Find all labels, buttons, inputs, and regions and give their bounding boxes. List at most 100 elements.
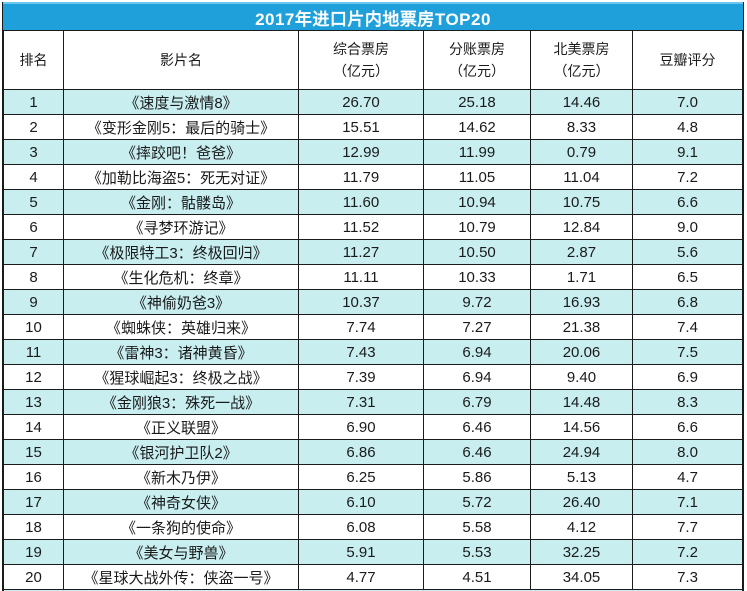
gross-cell: 11.11 (298, 264, 424, 290)
table-row: 10 《蜘蛛侠：英雄归来》 7.74 7.27 21.38 7.4 (3, 314, 743, 340)
na-gross-cell: 0.79 (530, 139, 633, 165)
rank-cell: 1 (3, 89, 64, 115)
gross-cell: 11.60 (298, 189, 424, 215)
table-row: 6 《寻梦环游记》 11.52 10.79 12.84 9.0 (3, 214, 743, 240)
table-row: 4 《加勒比海盗5：死无对证》 11.79 11.05 11.04 7.2 (3, 164, 743, 190)
douban-cell: 9.0 (632, 214, 743, 240)
table-title-bar: 2017年进口片内地票房TOP20 (3, 2, 743, 30)
split-cell: 5.72 (423, 489, 531, 515)
na-gross-cell: 10.75 (530, 189, 633, 215)
rank-cell: 6 (3, 214, 64, 240)
table-row: 11 《雷神3：诸神黄昏》 7.43 6.94 20.06 7.5 (3, 339, 743, 365)
rank-cell: 8 (3, 264, 64, 290)
column-header-douban: 豆瓣评分 (632, 30, 743, 90)
rank-cell: 5 (3, 189, 64, 215)
film-name-cell: 《极限特工3：终极回归》 (63, 239, 299, 265)
gross-cell: 6.08 (298, 514, 424, 540)
table-row: 16 《新木乃伊》 6.25 5.86 5.13 4.7 (3, 464, 743, 490)
rank-cell: 7 (3, 239, 64, 265)
douban-cell: 6.6 (632, 414, 743, 440)
gross-cell: 15.51 (298, 114, 424, 140)
gross-cell: 12.99 (298, 139, 424, 165)
douban-cell: 6.8 (632, 289, 743, 315)
film-name-cell: 《加勒比海盗5：死无对证》 (63, 164, 299, 190)
douban-cell: 4.7 (632, 464, 743, 490)
film-name-cell: 《生化危机：终章》 (63, 264, 299, 290)
rank-cell: 20 (3, 564, 64, 590)
na-gross-cell: 14.56 (530, 414, 633, 440)
table-row: 13 《金刚狼3：殊死一战》 7.31 6.79 14.48 8.3 (3, 389, 743, 415)
na-gross-cell: 11.04 (530, 164, 633, 190)
split-cell: 10.50 (423, 239, 531, 265)
rank-cell: 3 (3, 139, 64, 165)
split-cell: 6.46 (423, 414, 531, 440)
table-row: 14 《正义联盟》 6.90 6.46 14.56 6.6 (3, 414, 743, 440)
film-name-cell: 《星球大战外传：侠盗一号》 (63, 564, 299, 590)
split-cell: 4.51 (423, 564, 531, 590)
rank-cell: 15 (3, 439, 64, 465)
film-name-cell: 《变形金刚5：最后的骑士》 (63, 114, 299, 140)
table-row: 8 《生化危机：终章》 11.11 10.33 1.71 6.5 (3, 264, 743, 290)
na-gross-cell: 24.94 (530, 439, 633, 465)
gross-cell: 6.90 (298, 414, 424, 440)
film-name-cell: 《银河护卫队2》 (63, 439, 299, 465)
na-gross-cell: 12.84 (530, 214, 633, 240)
gross-cell: 10.37 (298, 289, 424, 315)
column-header-rank: 排名 (3, 30, 64, 90)
split-cell: 14.62 (423, 114, 531, 140)
na-gross-cell: 34.05 (530, 564, 633, 590)
douban-cell: 7.2 (632, 539, 743, 565)
na-gross-cell: 8.33 (530, 114, 633, 140)
na-gross-cell: 9.40 (530, 364, 633, 390)
gross-cell: 26.70 (298, 89, 424, 115)
douban-cell: 7.5 (632, 339, 743, 365)
split-cell: 6.94 (423, 364, 531, 390)
table-row: 18 《一条狗的使命》 6.08 5.58 4.12 7.7 (3, 514, 743, 540)
douban-cell: 6.5 (632, 264, 743, 290)
gross-cell: 6.86 (298, 439, 424, 465)
rank-cell: 9 (3, 289, 64, 315)
split-cell: 6.94 (423, 339, 531, 365)
split-cell: 5.58 (423, 514, 531, 540)
na-gross-cell: 14.48 (530, 389, 633, 415)
rank-cell: 18 (3, 514, 64, 540)
film-name-cell: 《金刚：骷髅岛》 (63, 189, 299, 215)
split-cell: 7.27 (423, 314, 531, 340)
film-name-cell: 《神偷奶爸3》 (63, 289, 299, 315)
gross-cell: 4.77 (298, 564, 424, 590)
gross-cell: 11.27 (298, 239, 424, 265)
split-cell: 10.94 (423, 189, 531, 215)
douban-cell: 9.1 (632, 139, 743, 165)
column-header-film-name: 影片名 (63, 30, 299, 90)
gross-cell: 7.39 (298, 364, 424, 390)
film-name-cell: 《新木乃伊》 (63, 464, 299, 490)
header-row: 排名 影片名 综合票房 （亿元） 分账票房 （亿元） 北美票房 （亿元） 豆瓣评分 (3, 30, 743, 90)
film-name-cell: 《正义联盟》 (63, 414, 299, 440)
rank-cell: 16 (3, 464, 64, 490)
douban-cell: 8.3 (632, 389, 743, 415)
table-row: 9 《神偷奶爸3》 10.37 9.72 16.93 6.8 (3, 289, 743, 315)
douban-cell: 6.6 (632, 189, 743, 215)
table-row: 20 《星球大战外传：侠盗一号》 4.77 4.51 34.05 7.3 (3, 564, 743, 590)
film-name-cell: 《美女与野兽》 (63, 539, 299, 565)
douban-cell: 8.0 (632, 439, 743, 465)
table-row: 1 《速度与激情8》 26.70 25.18 14.46 7.0 (3, 89, 743, 115)
column-header-split: 分账票房 （亿元） (423, 30, 531, 90)
split-cell: 9.72 (423, 289, 531, 315)
table-row: 12 《猩球崛起3：终极之战》 7.39 6.94 9.40 6.9 (3, 364, 743, 390)
split-cell: 10.79 (423, 214, 531, 240)
na-gross-cell: 4.12 (530, 514, 633, 540)
data-source-note: 数据来源: 艺恩电影智库, 时光网, Box Office Mojo (3, 589, 743, 591)
na-gross-cell: 14.46 (530, 89, 633, 115)
gross-cell: 11.79 (298, 164, 424, 190)
split-cell: 25.18 (423, 89, 531, 115)
na-gross-cell: 2.87 (530, 239, 633, 265)
na-gross-cell: 16.93 (530, 289, 633, 315)
film-name-cell: 《摔跤吧！爸爸》 (63, 139, 299, 165)
table-row: 17 《神奇女侠》 6.10 5.72 26.40 7.1 (3, 489, 743, 515)
douban-cell: 7.2 (632, 164, 743, 190)
rank-cell: 12 (3, 364, 64, 390)
douban-cell: 7.0 (632, 89, 743, 115)
rank-cell: 13 (3, 389, 64, 415)
